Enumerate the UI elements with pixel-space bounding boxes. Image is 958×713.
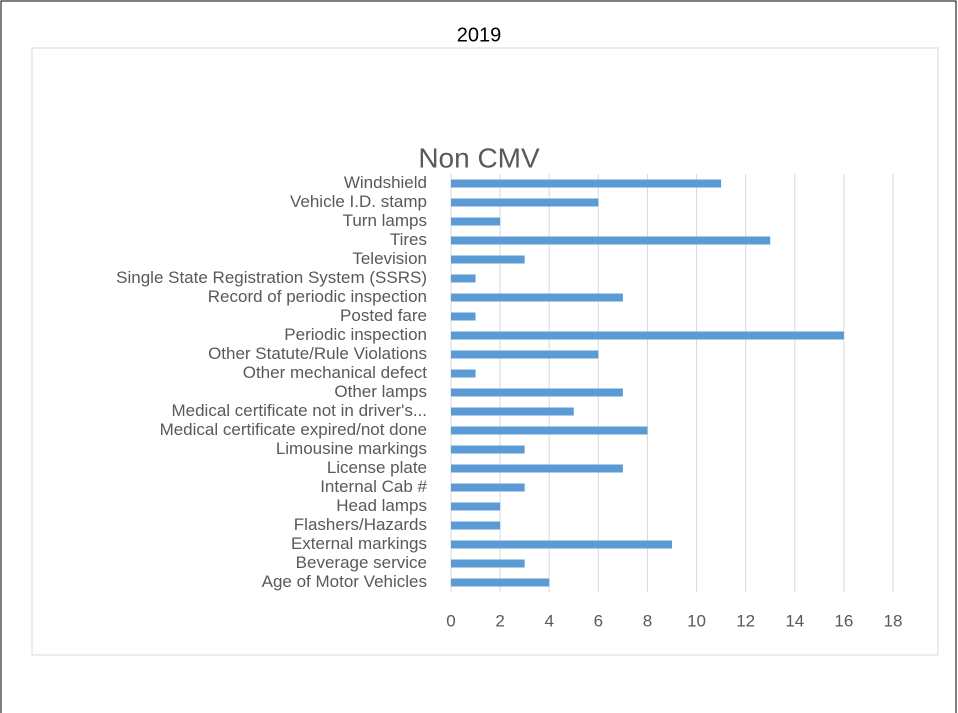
y-tick-label: External markings [291, 534, 427, 553]
y-tick-label: Head lamps [336, 496, 427, 515]
y-tick-label: Age of Motor Vehicles [262, 572, 427, 591]
bar [451, 559, 525, 568]
bar [451, 369, 476, 378]
y-tick-label: Record of periodic inspection [208, 287, 427, 306]
y-tick-label: Periodic inspection [284, 325, 427, 344]
y-tick-label: Windshield [344, 173, 427, 192]
bar [451, 293, 623, 302]
y-tick-label: Flashers/Hazards [294, 515, 427, 534]
x-tick-label: 0 [446, 611, 455, 630]
bar [451, 464, 623, 473]
y-tick-label: Beverage service [296, 553, 427, 572]
y-tick-label: Television [352, 249, 427, 268]
y-tick-label: Turn lamps [343, 211, 427, 230]
y-tick-label: Other lamps [334, 382, 427, 401]
bar [451, 578, 550, 587]
bar [451, 483, 525, 492]
y-tick-label: Medical certificate expired/not done [160, 420, 427, 439]
y-tick-label: Other mechanical defect [243, 363, 428, 382]
x-tick-label: 10 [687, 611, 706, 630]
y-tick-label: Medical certificate not in driver's... [171, 401, 427, 420]
bar [451, 198, 599, 207]
chart-title: Non CMV [418, 142, 540, 173]
y-tick-label: Internal Cab # [320, 477, 427, 496]
bar [451, 274, 476, 283]
y-tick-label: Vehicle I.D. stamp [290, 192, 427, 211]
x-tick-label: 14 [785, 611, 804, 630]
x-tick-label: 8 [643, 611, 652, 630]
bar [451, 331, 844, 340]
y-tick-label: Limousine markings [276, 439, 427, 458]
bar [451, 502, 501, 511]
bar [451, 521, 501, 530]
x-tick-label: 4 [544, 611, 553, 630]
bar [451, 388, 623, 397]
bar [451, 350, 599, 359]
bar [451, 236, 771, 245]
x-tick-label: 2 [495, 611, 504, 630]
bar [451, 540, 672, 549]
y-tick-label: License plate [327, 458, 427, 477]
bar [451, 426, 648, 435]
x-tick-label: 12 [736, 611, 755, 630]
x-tick-label: 16 [834, 611, 853, 630]
y-tick-label: Single State Registration System (SSRS) [116, 268, 427, 287]
bar [451, 255, 525, 264]
bar [451, 312, 476, 321]
x-tick-label: 6 [594, 611, 603, 630]
bar [451, 445, 525, 454]
bar [451, 407, 574, 416]
x-tick-label: 18 [884, 611, 903, 630]
y-tick-label: Posted fare [340, 306, 427, 325]
bar [451, 179, 722, 188]
page-title: 2019 [457, 24, 502, 46]
bar [451, 217, 501, 226]
y-tick-label: Other Statute/Rule Violations [208, 344, 427, 363]
y-tick-label: Tires [390, 230, 427, 249]
